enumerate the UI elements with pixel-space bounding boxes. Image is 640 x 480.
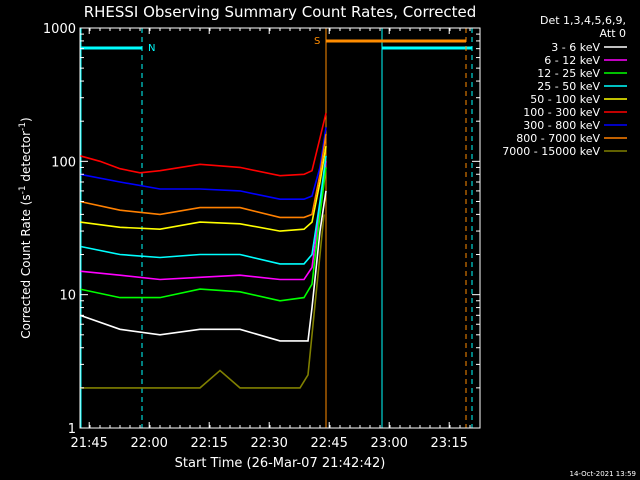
chart-title: RHESSI Observing Summary Count Rates, Co…: [84, 3, 477, 21]
axis-layer: 21:45 22:00 22:15 22:30 22:45 23:00 23:15 1 10 10…: [43, 22, 481, 451]
legend-label: 100 - 300 keV: [523, 106, 600, 119]
y-tick-label: 10: [59, 289, 76, 304]
x-tick-label: 22:30: [250, 436, 287, 451]
series-layer: [79, 112, 327, 389]
saa-label: S: [314, 36, 320, 47]
footer-date: 14-Oct-2021 13:59: [570, 470, 636, 478]
night-label: N: [148, 43, 155, 54]
legend-label: 6 - 12 keV: [544, 54, 600, 67]
legend-label: 12 - 25 keV: [537, 67, 600, 80]
legend-header-line2: Att 0: [600, 27, 626, 40]
x-tick-label: 22:15: [190, 436, 227, 451]
x-tick-label: 23:00: [370, 436, 407, 451]
series-line-300-800-kev: [79, 127, 327, 200]
y-tick-label: 1: [68, 422, 76, 437]
x-tick-label: 23:15: [430, 436, 467, 451]
y-tick-label: 100: [51, 155, 76, 170]
annotation-layer: NS: [80, 28, 473, 428]
series-line-6-12-kev: [79, 161, 327, 281]
legend-label: 25 - 50 keV: [537, 80, 600, 93]
series-line-800-7000-kev: [79, 133, 327, 219]
legend-label: 50 - 100 keV: [530, 93, 600, 106]
x-axis-label: Start Time (26-Mar-07 21:42:42): [175, 456, 386, 471]
series-line-100-300-kev: [79, 112, 327, 177]
legend-label: 300 - 800 keV: [523, 119, 600, 132]
legend-header-line1: Det 1,3,4,5,6,9,: [540, 14, 626, 27]
series-line-7000-15000-kev: [80, 214, 325, 389]
legend-label: 800 - 7000 keV: [516, 132, 600, 145]
series-line-12-25-kev: [79, 167, 327, 302]
y-axis-label: Corrected Count Rate (s-1 detector-1): [18, 117, 33, 338]
series-line-50-100-kev: [79, 145, 327, 232]
series-line-3-6-kev: [79, 190, 327, 342]
legend-label: 3 - 6 keV: [551, 41, 600, 54]
series-line-25-50-kev: [79, 155, 327, 265]
legend-label: 7000 - 15000 keV: [502, 145, 600, 158]
x-tick-label: 21:45: [70, 436, 107, 451]
y-tick-label: 1000: [43, 22, 76, 37]
x-tick-label: 22:00: [130, 436, 167, 451]
x-tick-label: 22:45: [310, 436, 347, 451]
